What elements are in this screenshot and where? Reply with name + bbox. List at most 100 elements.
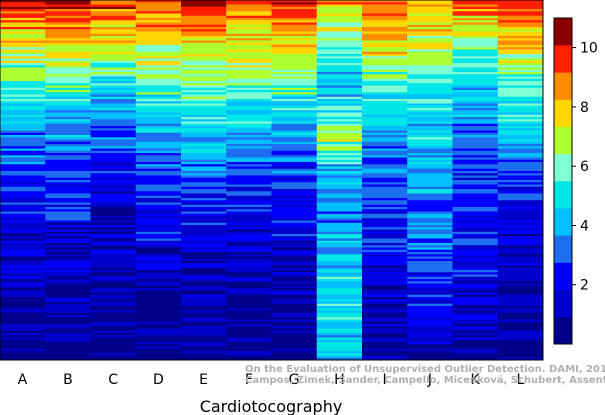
heatmap-cell bbox=[271, 297, 318, 300]
heatmap-cell bbox=[407, 31, 453, 35]
heatmap-cell bbox=[45, 330, 91, 334]
heatmap-cell bbox=[45, 103, 91, 107]
heatmap-cell bbox=[45, 276, 91, 280]
heatmap-cell bbox=[362, 51, 408, 55]
heatmap-cell bbox=[90, 153, 137, 156]
heatmap-cell bbox=[362, 123, 408, 127]
heatmap-cell bbox=[497, 209, 544, 212]
heatmap-cell bbox=[135, 254, 182, 257]
heatmap-cell bbox=[271, 36, 318, 39]
heatmap-cell bbox=[407, 182, 453, 185]
heatmap-cell bbox=[90, 31, 137, 35]
heatmap-cell bbox=[226, 45, 272, 48]
x-tick-label: L bbox=[516, 372, 524, 388]
heatmap-cell bbox=[90, 119, 137, 122]
heatmap-cell bbox=[135, 274, 182, 278]
heatmap-cell bbox=[0, 153, 46, 156]
heatmap-cell bbox=[90, 36, 137, 39]
heatmap-cell bbox=[226, 69, 272, 73]
heatmap-cell bbox=[181, 63, 227, 66]
heatmap-cell bbox=[45, 22, 91, 26]
heatmap-cell bbox=[45, 270, 91, 273]
heatmap-cell bbox=[45, 92, 91, 95]
heatmap-cell bbox=[271, 74, 318, 77]
heatmap-cell bbox=[0, 326, 46, 329]
heatmap-cell bbox=[90, 42, 137, 46]
heatmap-cell bbox=[135, 285, 182, 289]
heatmap-cell bbox=[45, 141, 91, 145]
heatmap-cell bbox=[452, 339, 499, 343]
heatmap-cell bbox=[45, 324, 91, 327]
heatmap-cell bbox=[362, 139, 408, 143]
heatmap-cell bbox=[497, 213, 544, 217]
heatmap-cell bbox=[407, 348, 453, 352]
heatmap-cell bbox=[271, 189, 318, 192]
heatmap-cell bbox=[135, 303, 182, 307]
heatmap-cell bbox=[407, 294, 453, 298]
heatmap-cell bbox=[452, 351, 499, 354]
heatmap-cell bbox=[407, 108, 453, 111]
heatmap-cell bbox=[181, 56, 227, 59]
heatmap-cell bbox=[226, 108, 272, 111]
heatmap-cell bbox=[407, 110, 453, 113]
heatmap-cell bbox=[316, 60, 363, 64]
heatmap-cell bbox=[362, 249, 408, 253]
x-tick-label: A bbox=[18, 372, 28, 388]
heatmap-cell bbox=[181, 254, 227, 257]
heatmap-cell bbox=[45, 238, 91, 242]
heatmap-cell bbox=[497, 18, 544, 21]
heatmap-cell bbox=[452, 101, 499, 104]
heatmap-cell bbox=[135, 184, 182, 188]
heatmap-cell bbox=[316, 344, 363, 347]
heatmap-cell bbox=[135, 229, 182, 233]
heatmap-cell bbox=[90, 15, 137, 19]
heatmap-cell bbox=[90, 92, 137, 95]
heatmap-cell bbox=[0, 292, 46, 296]
heatmap-cell bbox=[452, 27, 499, 30]
heatmap-cell bbox=[181, 51, 227, 55]
x-tick-label: D bbox=[153, 372, 164, 388]
heatmap-cell bbox=[0, 240, 46, 244]
heatmap-cell bbox=[497, 306, 544, 309]
heatmap-cell bbox=[497, 351, 544, 354]
heatmap-cell bbox=[45, 333, 91, 336]
heatmap-cell bbox=[135, 63, 182, 66]
heatmap-cell bbox=[181, 54, 227, 57]
heatmap-cell bbox=[271, 155, 318, 158]
heatmap-cell bbox=[497, 249, 544, 253]
heatmap-cell bbox=[362, 222, 408, 226]
heatmap-cell bbox=[181, 123, 227, 127]
heatmap-cell bbox=[497, 180, 544, 183]
heatmap-cell bbox=[226, 285, 272, 289]
heatmap-cell bbox=[362, 144, 408, 147]
heatmap-cell bbox=[135, 330, 182, 334]
heatmap-cell bbox=[181, 121, 227, 125]
heatmap-cell bbox=[316, 20, 363, 23]
heatmap-cell bbox=[271, 202, 318, 206]
heatmap-cell bbox=[90, 67, 137, 71]
heatmap-cell bbox=[362, 276, 408, 280]
heatmap-cell bbox=[45, 236, 91, 239]
heatmap-cell bbox=[0, 162, 46, 165]
heatmap-cell bbox=[226, 209, 272, 212]
heatmap-cell bbox=[316, 279, 363, 282]
heatmap-cell bbox=[362, 128, 408, 131]
heatmap-cell bbox=[362, 171, 408, 174]
heatmap-cell bbox=[181, 200, 227, 203]
heatmap-cell bbox=[226, 15, 272, 19]
heatmap-cell bbox=[135, 38, 182, 41]
heatmap-cell bbox=[362, 281, 408, 284]
heatmap-cell bbox=[181, 58, 227, 62]
heatmap-cell bbox=[271, 317, 318, 320]
heatmap-cell bbox=[407, 69, 453, 73]
heatmap-cell bbox=[135, 317, 182, 320]
heatmap-cell bbox=[316, 240, 363, 244]
heatmap-cell bbox=[316, 67, 363, 71]
heatmap-cell bbox=[362, 299, 408, 302]
heatmap-cell bbox=[362, 346, 408, 350]
heatmap-cell bbox=[271, 216, 318, 219]
heatmap-cell bbox=[452, 164, 499, 167]
heatmap-cell bbox=[181, 294, 227, 298]
heatmap-cell bbox=[316, 261, 363, 264]
heatmap-cell bbox=[181, 2, 227, 5]
